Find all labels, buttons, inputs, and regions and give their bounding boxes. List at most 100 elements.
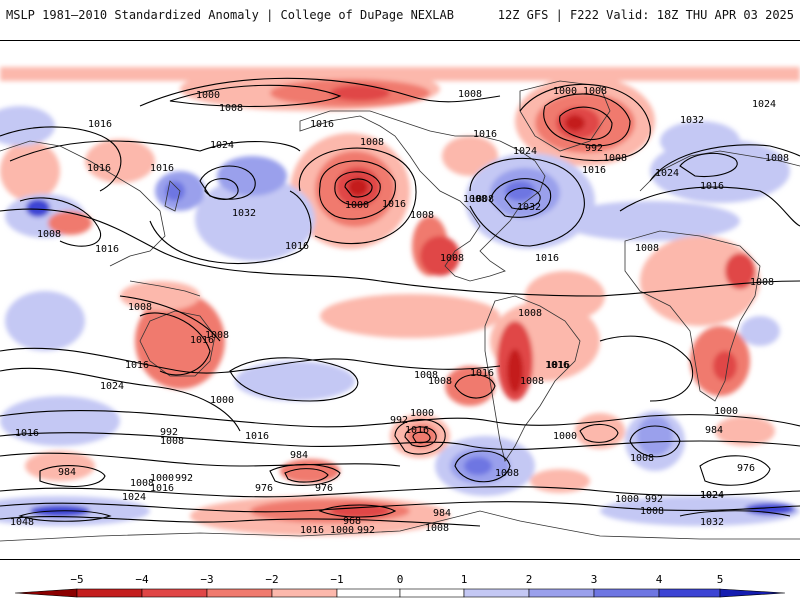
- isobar-label: 1016: [535, 253, 559, 264]
- isobar-label: 1008: [37, 229, 61, 240]
- isobar-label: 1016: [150, 163, 174, 174]
- isobar-south-1016: [0, 347, 501, 374]
- colorbar-segment-neg4: [76, 588, 143, 598]
- world-map: 1000 1008 1008 1000 1008 1024 1016 1016 1016 1008…: [0, 40, 800, 560]
- isobar-label: 1024: [700, 490, 724, 501]
- isobar-label: 1008: [130, 478, 154, 489]
- isobar-label: 1016: [470, 368, 494, 379]
- isobar-label: 1000: [345, 200, 369, 211]
- isobar-label: 1016: [88, 119, 112, 130]
- isobar-gulf-alaska-1008: [298, 147, 417, 245]
- colorbar-tick-label: −1: [330, 573, 343, 586]
- isobar-label: 1024: [122, 492, 146, 503]
- colorbar-svg: −5 −4 −3 −2 −1 0 1 2 3 4 5: [14, 573, 786, 598]
- isobar-label: 984: [290, 450, 308, 461]
- isobar-arctic-1000: [169, 84, 342, 107]
- isobar-label: 1016: [382, 199, 406, 210]
- colorbar-segment-neg1: [271, 588, 338, 598]
- isobar-southern-984-east: [699, 455, 771, 486]
- isobar-label: 1048: [10, 517, 34, 528]
- isobar-label: 1008: [470, 194, 494, 205]
- isobar-label: 1008: [640, 506, 664, 517]
- colorbar-segment-neg5: [14, 588, 78, 598]
- anomaly-neg1-east-asia-coast: [85, 139, 155, 183]
- isobar-label: 992: [175, 473, 193, 484]
- colorbar-tick-label: 1: [461, 573, 468, 586]
- isobar-antarctic-1016: [0, 501, 800, 513]
- anomaly-neg1-indonesia: [120, 281, 200, 311]
- isobar-label: 1008: [630, 453, 654, 464]
- colorbar-segments: [14, 588, 786, 598]
- isobar-north-atlantic-992: [559, 106, 613, 141]
- colorbar-tick-label: 3: [591, 573, 598, 586]
- anomaly-neg2-himalaya: [48, 211, 92, 235]
- isobar-north-pacific-1016: [149, 190, 312, 264]
- isobar-label: 1008: [603, 153, 627, 164]
- isobar-south-atlantic-low-1016: [454, 374, 496, 399]
- isobar-label: 1008: [635, 243, 659, 254]
- anomaly-pos3-drake-passage: [464, 457, 492, 475]
- colorbar-segment-zero-left: [336, 588, 401, 598]
- coastline-south-america: [484, 295, 581, 462]
- isobar-label: 976: [737, 463, 755, 474]
- colorbar-tick-label: −4: [135, 573, 149, 586]
- isobar-label: 1016: [546, 360, 570, 371]
- isobar-label: 992: [645, 494, 663, 505]
- isobar-label: 1016: [545, 360, 569, 371]
- isobar-label: 1000: [553, 86, 577, 97]
- isobar-label: 992: [390, 415, 408, 426]
- isobar-arctic-1008: [139, 77, 501, 107]
- isobar-label: 1008: [360, 137, 384, 148]
- isobar-label: 1008: [463, 194, 487, 205]
- isobar-label: 1016: [15, 428, 39, 439]
- isobar-label: 1024: [752, 99, 776, 110]
- isobar-s-hem-992: [0, 452, 401, 467]
- isobar-southern-low-984: [404, 426, 437, 448]
- isobar-label: 992: [160, 427, 178, 438]
- isobar-label: 1024: [700, 490, 724, 501]
- isobar-indian-1008: [119, 295, 221, 342]
- coastline-asia: [0, 140, 166, 267]
- anomaly-neg4-north-atlantic: [565, 115, 585, 131]
- map-title: MSLP 1981–2010 Standardized Anomaly | Co…: [6, 8, 454, 22]
- coastline-greenland: [519, 80, 611, 152]
- isobar-label: 984: [58, 467, 76, 478]
- isobar-label: 1008: [128, 302, 152, 313]
- isobar-label: 1008: [428, 376, 452, 387]
- anomaly-neg1-hudson-bay: [442, 136, 498, 176]
- isobar-label: 1032: [517, 202, 541, 213]
- colorbar-segment-neg2: [206, 588, 273, 598]
- colorbar-tick-label: −3: [200, 573, 213, 586]
- anomaly-neg3-north-pacific-arctic: [330, 85, 390, 101]
- anomaly-pos1-madagascar: [740, 316, 780, 346]
- anomaly-pos1-northwest-pacific: [195, 177, 315, 261]
- isobar-antarctic-1024: [0, 516, 481, 527]
- isobar-drake-1008: [454, 450, 511, 483]
- isobar-label: 1000: [210, 395, 234, 406]
- colorbar-segment-pos1: [463, 588, 530, 598]
- colorbar-segment-pos3: [593, 588, 660, 598]
- anomaly-neg2-east-africa: [725, 253, 755, 289]
- isobar-contours: [0, 77, 800, 527]
- colorbar-tick-label: 5: [717, 573, 724, 586]
- isobar-label: 1000: [150, 473, 174, 484]
- header: MSLP 1981–2010 Standardized Anomaly | Co…: [0, 0, 800, 30]
- colorbar-tick-label: 4: [656, 573, 663, 586]
- isobar-label: 1024: [100, 381, 124, 392]
- isobar-label: 976: [315, 483, 333, 494]
- isobar-label: 1016: [473, 129, 497, 140]
- isobar-europe-1032: [679, 152, 738, 178]
- isobar-label: 1008: [410, 210, 434, 221]
- isobar-label: 1008: [205, 330, 229, 341]
- anomaly-pos2-northwest-pacific: [217, 156, 287, 196]
- isobar-label: 1016: [125, 360, 149, 371]
- isobar-asia-1016: [0, 126, 122, 192]
- coastline-antarctica: [0, 510, 800, 542]
- isobar-label: 984: [433, 508, 451, 519]
- anomaly-pos1-antarctic-east: [600, 496, 800, 526]
- isobar-south-atlantic-1016: [599, 335, 694, 402]
- isobar-label: 1008: [518, 308, 542, 319]
- isobar-south-atlantic-1016-high: [629, 425, 681, 458]
- isobar-label: 1016: [245, 431, 269, 442]
- anomaly-pos1-south-pacific: [235, 361, 355, 401]
